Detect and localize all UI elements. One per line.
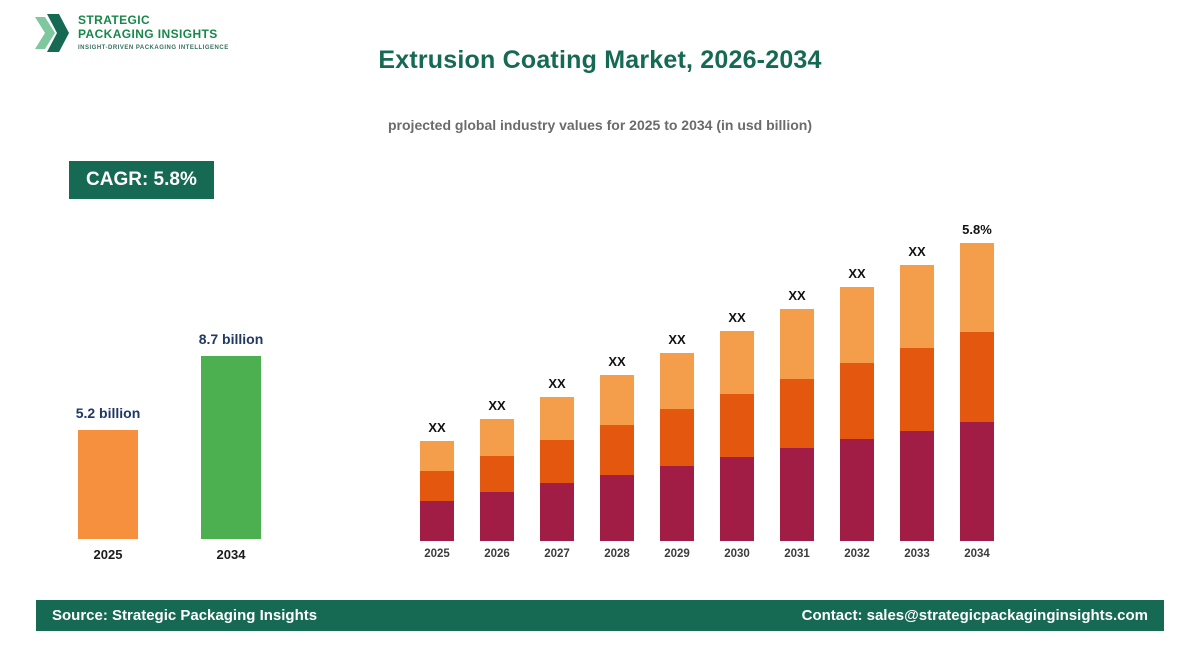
bar-top-label: XX [728, 310, 746, 325]
segment-bottom-segment [960, 421, 994, 541]
bar-year-label: 2026 [484, 548, 510, 560]
segment-middle-segment [540, 440, 574, 484]
stacked-bar [960, 243, 994, 541]
segment-bottom-segment [600, 474, 634, 541]
bar-year-label: 2027 [544, 548, 570, 560]
segment-top-segment [960, 243, 994, 333]
segment-top-segment [420, 441, 454, 471]
bar-top-label: XX [488, 398, 506, 413]
bar-top-label: XX [848, 266, 866, 281]
chart-subtitle: projected global industry values for 202… [388, 117, 812, 133]
bar-year-label: 2030 [724, 548, 750, 560]
segment-bottom-segment [900, 430, 934, 541]
bar-year-label: 2028 [604, 548, 630, 560]
summary-bar [201, 356, 261, 539]
logo: STRATEGIC PACKAGING INSIGHTS INSIGHT-DRI… [34, 12, 229, 54]
stacked-bar [780, 309, 814, 541]
segment-middle-segment [600, 424, 634, 475]
segment-top-segment [660, 353, 694, 410]
stacked-bar [600, 375, 634, 541]
segment-middle-segment [720, 394, 754, 457]
footer-contact: Contact: sales@strategicpackaginginsight… [801, 607, 1148, 624]
stacked-bar-group: XX 2025 [420, 420, 454, 560]
segment-middle-segment [480, 455, 514, 493]
stacked-bar [720, 331, 754, 541]
segment-middle-segment [840, 363, 874, 440]
bar-top-label: 5.8% [962, 222, 992, 237]
bar-year-label: 2033 [904, 548, 930, 560]
summary-year-label: 2034 [216, 547, 246, 562]
bar-year-label: 2029 [664, 548, 690, 560]
summary-year-label: 2025 [93, 547, 123, 562]
stacked-bar [420, 441, 454, 541]
segment-bottom-segment [660, 465, 694, 541]
footer-bar: Source: Strategic Packaging Insights Con… [36, 600, 1164, 631]
bar-year-label: 2034 [964, 548, 990, 560]
segment-middle-segment [780, 378, 814, 449]
bar-year-label: 2025 [424, 548, 450, 560]
segment-top-segment [900, 265, 934, 348]
segment-top-segment [540, 397, 574, 441]
summary-bar [78, 430, 138, 539]
stacked-bar-group: XX 2028 [600, 354, 634, 560]
segment-middle-segment [420, 471, 454, 501]
segment-top-segment [600, 375, 634, 425]
segment-middle-segment [900, 347, 934, 431]
logo-tagline: INSIGHT-DRIVEN PACKAGING INTELLIGENCE [78, 45, 229, 52]
bar-top-label: XX [608, 354, 626, 369]
main-stacked-bar-chart: XX 2025 XX 2026 XX 2027 XX 2028 XX 2029 XX 2030 XX 20… [420, 200, 994, 560]
segment-top-segment [720, 331, 754, 394]
page-title: Extrusion Coating Market, 2026-2034 [378, 46, 822, 74]
bar-top-label: XX [548, 376, 566, 391]
summary-value-label: 8.7 billion [198, 331, 264, 347]
segment-bottom-segment [840, 439, 874, 541]
segment-bottom-segment [780, 448, 814, 541]
logo-line2: PACKAGING INSIGHTS [78, 26, 218, 41]
segment-top-segment [480, 419, 514, 456]
logo-text: STRATEGIC PACKAGING INSIGHTS INSIGHT-DRI… [78, 12, 229, 52]
footer-source: Source: Strategic Packaging Insights [52, 607, 318, 624]
summary-bar-group: 8.7 billion 2034 [185, 331, 277, 562]
stacked-bar-group: XX 2027 [540, 376, 574, 560]
segment-middle-segment [960, 332, 994, 422]
bar-top-label: XX [788, 288, 806, 303]
stacked-bar-group: XX 2026 [480, 398, 514, 560]
segment-middle-segment [660, 409, 694, 466]
cagr-badge: CAGR: 5.8% [69, 161, 214, 199]
segment-top-segment [780, 309, 814, 379]
bar-year-label: 2032 [844, 548, 870, 560]
segment-top-segment [840, 287, 874, 364]
stacked-bar [480, 419, 514, 541]
segment-bottom-segment [720, 457, 754, 541]
summary-bar-group: 5.2 billion 2025 [62, 405, 154, 562]
stacked-bar [840, 287, 874, 541]
segment-bottom-segment [540, 483, 574, 541]
segment-bottom-segment [420, 501, 454, 541]
bar-top-label: XX [908, 244, 926, 259]
bar-top-label: XX [428, 420, 446, 435]
stacked-bar [540, 397, 574, 541]
stacked-bar-group: 5.8% 2034 [960, 222, 994, 560]
logo-line1: STRATEGIC [78, 12, 151, 27]
stacked-bar-group: XX 2030 [720, 310, 754, 560]
stacked-bar [660, 353, 694, 541]
stacked-bar [900, 265, 934, 541]
stacked-bar-group: XX 2032 [840, 266, 874, 560]
summary-bar-chart: 5.2 billion 2025 8.7 billion 2034 [62, 327, 277, 562]
stacked-bar-group: XX 2029 [660, 332, 694, 560]
summary-value-label: 5.2 billion [75, 405, 141, 421]
bar-year-label: 2031 [784, 548, 810, 560]
bar-top-label: XX [668, 332, 686, 347]
stacked-bar-group: XX 2033 [900, 244, 934, 560]
segment-bottom-segment [480, 492, 514, 541]
stacked-bar-group: XX 2031 [780, 288, 814, 560]
logo-chevrons-icon [35, 14, 69, 52]
